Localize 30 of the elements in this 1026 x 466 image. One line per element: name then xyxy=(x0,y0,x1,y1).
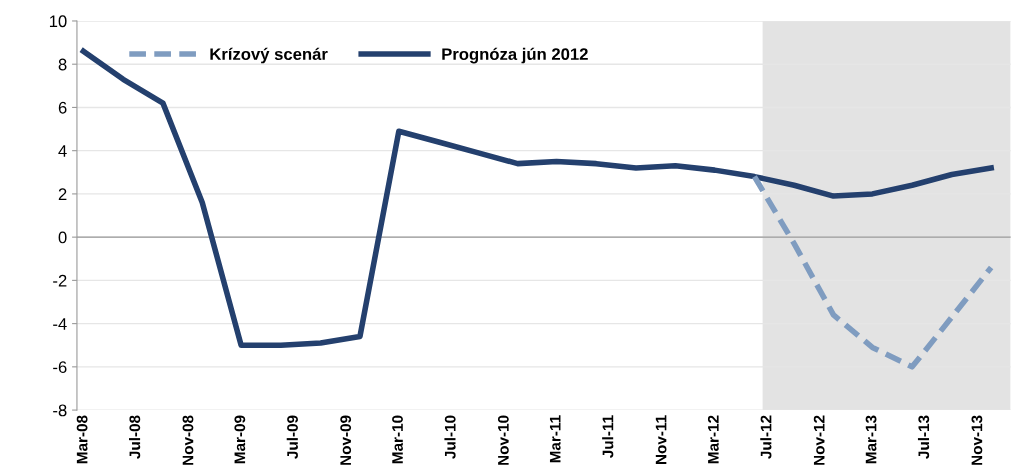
y-tick-label: 2 xyxy=(58,188,67,200)
x-tick-label: Mar-12 xyxy=(707,415,719,464)
x-tick-label: Jul-13 xyxy=(917,415,930,459)
x-tick-label: Mar-10 xyxy=(392,415,403,464)
x-tick-label: Nov-11 xyxy=(655,415,667,465)
x-tick-label: Nov-12 xyxy=(813,415,825,465)
x-tick-label: Mar-08 xyxy=(76,415,88,464)
x-tick-label: Jul-10 xyxy=(444,415,456,459)
legend-label: Prognóza jún 2012 xyxy=(442,47,588,64)
x-tick-label: Nov-13 xyxy=(971,415,983,465)
y-tick-label: 6 xyxy=(58,101,67,114)
x-tick-label: Mar-09 xyxy=(234,415,246,464)
x-tick-label: Jul-09 xyxy=(286,415,298,459)
y-tick-label: -6 xyxy=(53,361,67,374)
x-tick-label: Jul-11 xyxy=(602,415,614,459)
x-tick-label: Jul-12 xyxy=(760,415,772,459)
y-tick-label: 10 xyxy=(49,15,67,28)
x-tick-label: Mar-11 xyxy=(549,415,561,463)
x-tick-label: Nov-08 xyxy=(182,415,194,465)
y-tick-label: 4 xyxy=(58,145,67,157)
y-tick-label: 0 xyxy=(58,231,67,244)
y-tick-label: -4 xyxy=(53,318,67,330)
x-tick-label: Nov-10 xyxy=(497,415,509,465)
x-tick-label: Mar-13 xyxy=(865,415,877,464)
x-tick-label: Nov-09 xyxy=(340,415,352,465)
y-tick-label: 8 xyxy=(58,58,67,71)
legend-label: Krízový scenár xyxy=(210,47,328,64)
y-tick-label: -2 xyxy=(53,274,67,287)
y-tick-label: -8 xyxy=(53,404,67,417)
x-tick-label: Jul-08 xyxy=(129,415,141,459)
